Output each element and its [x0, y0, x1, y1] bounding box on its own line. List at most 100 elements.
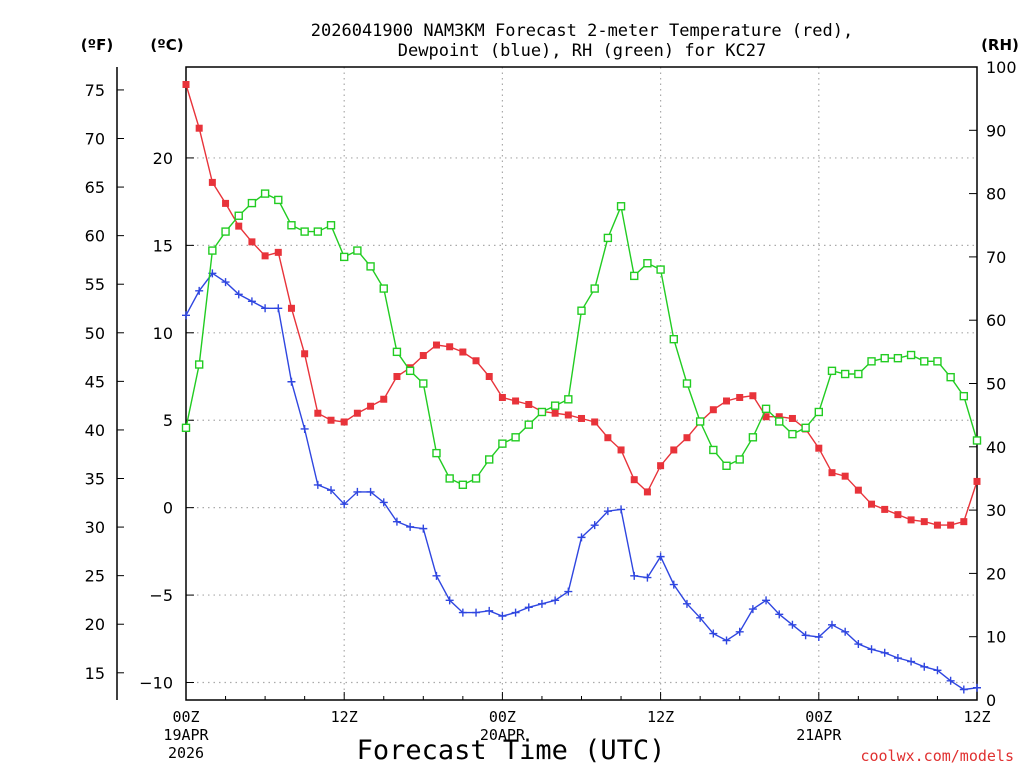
rh-point [761, 404, 771, 414]
fahrenheit-tick-label: 65 [85, 178, 105, 197]
rh-point [827, 366, 837, 376]
temperature-point [920, 518, 928, 526]
dewpoint-point [537, 599, 546, 608]
rh-point [419, 379, 428, 388]
dewpoint-point [643, 573, 652, 582]
temperature-point [854, 486, 862, 494]
temperature-point [578, 414, 585, 422]
rh-tick-label: 90 [986, 121, 1006, 140]
rh-point [630, 271, 639, 281]
rh-point [221, 227, 230, 236]
time-tick-label: 00Z [489, 708, 516, 726]
rh-point [788, 429, 797, 439]
rh-point [867, 357, 876, 366]
temperature-point [301, 350, 309, 358]
rh-point [550, 401, 560, 410]
dewpoint-point [907, 657, 916, 666]
dewpoint-point [313, 480, 322, 489]
time-tick-label: 00Z [172, 708, 199, 726]
temperature-point [815, 444, 823, 452]
dewpoint-point [827, 620, 836, 629]
dewpoint-point [920, 662, 929, 671]
dewpoint-point [630, 571, 639, 580]
fahrenheit-tick-label: 30 [85, 518, 105, 537]
rh-tick-label: 70 [986, 248, 1006, 267]
dewpoint-point [340, 500, 349, 509]
chart-title-line1: 2026041900 NAM3KM Forecast 2-meter Tempe… [311, 21, 853, 41]
dewpoint-point [287, 377, 296, 386]
dewpoint-point [973, 683, 981, 692]
rh-point [340, 252, 349, 262]
celsius-tick-label: 20 [153, 149, 173, 168]
temperature-point [670, 446, 678, 454]
temperature-point [683, 434, 691, 442]
temperature-point [498, 393, 506, 401]
dewpoint-point [959, 685, 968, 694]
dewpoint-point [406, 522, 415, 531]
dewpoint-point [379, 498, 388, 507]
fahrenheit-unit-label: (ºF) [81, 36, 113, 54]
rh-point [353, 246, 362, 255]
temperature-point [630, 476, 638, 484]
dewpoint-point [353, 487, 362, 496]
temperature-point [709, 406, 717, 414]
temperature-point [643, 488, 651, 496]
date-tick-label: 19APR [163, 726, 209, 744]
dewpoint-point [472, 608, 481, 617]
dewpoint-point [261, 304, 270, 313]
celsius-tick-label: 10 [153, 324, 173, 343]
rh-tick-label: 0 [986, 691, 996, 710]
dewpoint-point [735, 627, 744, 636]
rh-point [682, 379, 692, 388]
axes-ticks: 20151050−5−10757065605550454035302520151… [85, 58, 1017, 762]
temperature-point [564, 411, 572, 419]
plot-frame [185, 66, 978, 701]
temperature-point [446, 343, 454, 351]
time-tick-label: 12Z [331, 708, 358, 726]
fahrenheit-tick-label: 55 [85, 275, 105, 294]
temperature-point [551, 409, 559, 417]
fahrenheit-tick-label: 75 [85, 81, 105, 100]
temperature-point [459, 348, 467, 356]
temperature-point [419, 352, 427, 360]
dewpoint-point [933, 666, 942, 675]
rh-point [893, 353, 903, 363]
rh-point [300, 227, 309, 236]
temperature-point [604, 434, 612, 442]
rh-point [471, 474, 481, 483]
time-tick-label: 00Z [805, 708, 832, 726]
year-tick-label: 2026 [168, 744, 204, 762]
dewpoint-point [234, 290, 243, 299]
temperature-point [314, 409, 322, 417]
temperature-point [617, 446, 625, 454]
date-tick-label: 21APR [796, 726, 842, 744]
dewpoint-point [893, 654, 902, 663]
dewpoint-point [195, 286, 204, 295]
dewpoint-point [603, 507, 612, 516]
dewpoint-point [419, 524, 428, 533]
dewpoint-point [841, 627, 850, 636]
temperature-point [353, 409, 361, 417]
rh-series-line [185, 192, 978, 486]
dewpoint-point [946, 676, 955, 685]
fahrenheit-tick-label: 15 [85, 664, 105, 683]
rh-point [643, 259, 652, 268]
dewpoint-point [432, 571, 441, 580]
temperature-point [327, 416, 335, 424]
celsius-tick-label: 5 [163, 411, 173, 430]
rh-point [880, 353, 889, 363]
rh-point [313, 227, 323, 236]
dewpoint-point [867, 645, 876, 654]
dewpoint-series-line [185, 272, 978, 691]
rh-point [485, 455, 494, 464]
dewpoint-point [300, 424, 309, 433]
dewpoint-point [498, 612, 507, 621]
rh-unit-label: (RH) [981, 36, 1019, 54]
fahrenheit-tick-label: 60 [85, 227, 105, 246]
dewpoint-point [590, 521, 599, 530]
rh-point [722, 461, 731, 470]
temperature-point [432, 341, 440, 349]
rh-point [498, 439, 507, 448]
dewpoint-point [458, 608, 467, 617]
